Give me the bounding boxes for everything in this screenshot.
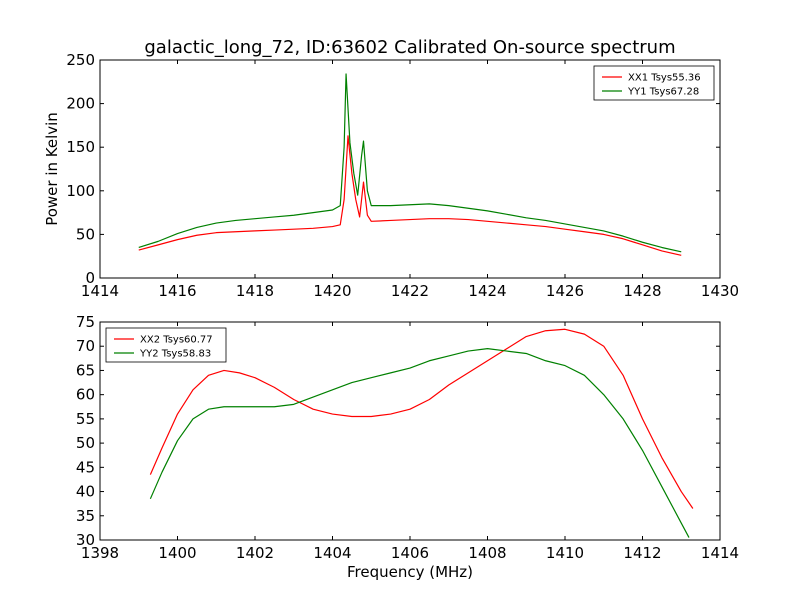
top-x-tick-label: 1420: [313, 282, 351, 300]
bottom-x-tick-label: 1408: [468, 544, 506, 562]
bottom-y-tick-label: 75: [76, 313, 95, 331]
bottom-x-tick-label: 1410: [546, 544, 584, 562]
bottom-series-line-1: [149, 328, 694, 509]
bottom-x-tick-label: 1400: [158, 544, 196, 562]
top-legend-label-1: XX1 Tsys55.36: [628, 73, 701, 84]
bottom-x-tick-label: 1414: [701, 544, 739, 562]
bottom-legend-label-1: XX2 Tsys60.77: [140, 335, 213, 346]
top-y-tick-label: 250: [66, 51, 95, 69]
top-y-tick-label: 200: [66, 95, 95, 113]
top-x-tick-label: 1418: [236, 282, 274, 300]
top-y-tick-label: 100: [66, 182, 95, 200]
top-series-line-2: [138, 73, 682, 253]
top-series-line-1: [138, 135, 682, 256]
chart-title: galactic_long_72, ID:63602 Calibrated On…: [144, 37, 675, 58]
bottom-y-tick-label: 60: [76, 386, 95, 404]
top-x-tick-label: 1430: [701, 282, 739, 300]
top-x-tick-label: 1422: [391, 282, 429, 300]
x-axis-label-bottom: Frequency (MHz): [347, 563, 473, 581]
top-x-tick-label: 1426: [546, 282, 584, 300]
top-x-tick-label: 1424: [468, 282, 506, 300]
top-x-tick-label: 1428: [623, 282, 661, 300]
y-axis-label-top: Power in Kelvin: [43, 112, 61, 226]
bottom-x-tick-label: 1404: [313, 544, 351, 562]
top-y-tick-label: 0: [85, 269, 95, 287]
bottom-y-tick-label: 50: [76, 434, 95, 452]
bottom-y-tick-label: 40: [76, 483, 95, 501]
plot-bottom: 1398 1400 1402 1404 1406 1408 1410 1412 1414 30 35…: [76, 313, 739, 562]
bottom-legend: XX2 Tsys60.77 YY2 Tsys58.83: [105, 327, 227, 363]
plot-top: 1414 1416 1418 1420 1422 1424 1426 1428 1430 0 50 1…: [66, 51, 739, 300]
top-legend: XX1 Tsys55.36 YY1 Tsys67.28: [593, 65, 715, 101]
bottom-x-tick-label: 1398: [81, 544, 119, 562]
bottom-y-tick-label: 55: [76, 410, 95, 428]
top-y-tick-label: 150: [66, 138, 95, 156]
bottom-x-tick-label: 1412: [623, 544, 661, 562]
bottom-y-tick-label: 70: [76, 337, 95, 355]
bottom-x-tick-label: 1402: [236, 544, 274, 562]
top-legend-box: [593, 65, 715, 101]
bottom-x-tick-label: 1406: [391, 544, 429, 562]
top-x-tick-label: 1414: [81, 282, 119, 300]
top-y-tick-label: 50: [76, 225, 95, 243]
bottom-series-line-2: [149, 348, 690, 538]
bottom-y-tick-label: 35: [76, 507, 95, 525]
bottom-legend-box: [105, 327, 227, 363]
bottom-y-tick-label: 45: [76, 458, 95, 476]
top-legend-label-2: YY1 Tsys67.28: [627, 87, 699, 98]
bottom-legend-label-2: YY2 Tsys58.83: [139, 349, 211, 360]
bottom-y-tick-label: 65: [76, 361, 95, 379]
top-x-tick-label: 1416: [158, 282, 196, 300]
bottom-y-tick-label: 30: [76, 531, 95, 549]
